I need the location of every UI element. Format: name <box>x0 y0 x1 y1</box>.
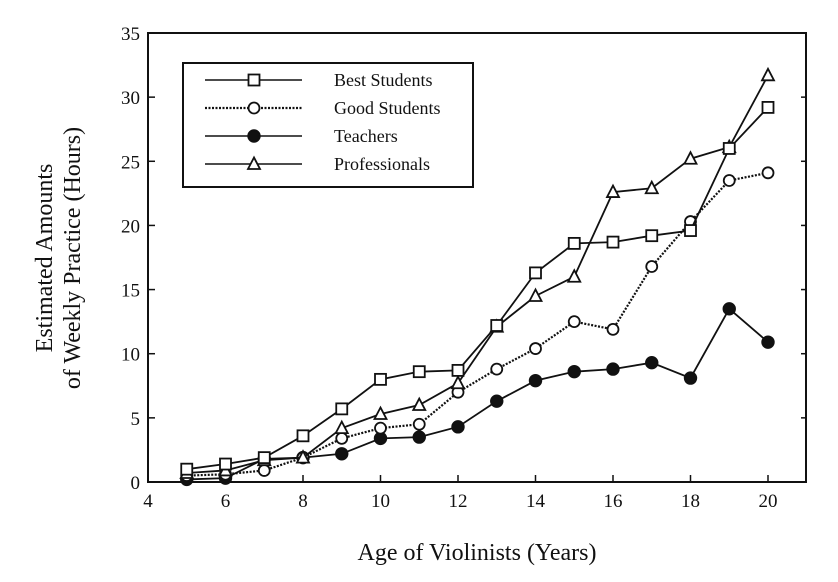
legend-marker-square-icon <box>247 73 261 87</box>
data-point-good-students <box>529 342 542 355</box>
data-point-best-students <box>335 402 349 416</box>
data-point-good-students <box>761 166 775 180</box>
data-point-professionals <box>683 150 698 165</box>
data-point-good-students <box>335 431 349 445</box>
data-point-good-students <box>257 464 271 477</box>
legend-label: Professionals <box>334 154 430 174</box>
series-line-good-students <box>186 171 769 477</box>
data-point-best-students <box>606 235 620 249</box>
data-point-professionals <box>373 405 388 420</box>
data-point-teachers <box>606 362 620 376</box>
data-point-professionals <box>528 287 543 302</box>
x-tick-label: 14 <box>526 491 546 512</box>
data-point-best-students <box>451 363 465 377</box>
data-point-teachers <box>412 430 426 444</box>
x-tick-label: 12 <box>449 491 468 512</box>
data-point-professionals <box>334 419 350 435</box>
data-point-professionals <box>760 66 776 82</box>
y-tick-label: 5 <box>131 409 141 430</box>
x-tick-label: 4 <box>143 491 153 512</box>
data-point-professionals <box>644 179 660 195</box>
legend-label: Teachers <box>334 126 398 146</box>
legend-label: Best Students <box>334 70 433 90</box>
legend-marker-filled-circle-icon <box>247 129 261 143</box>
y-tick-label: 25 <box>121 152 140 173</box>
data-point-best-students <box>761 101 775 114</box>
data-point-best-students <box>722 142 736 155</box>
data-point-teachers <box>645 355 659 370</box>
plot-frame <box>147 32 807 483</box>
data-point-best-students <box>219 457 232 471</box>
data-point-teachers <box>567 364 581 379</box>
data-point-teachers <box>528 373 543 388</box>
legend-item-teachers: Teachers <box>205 126 398 146</box>
data-point-good-students <box>374 421 387 435</box>
data-point-best-students <box>296 429 310 443</box>
legend-marker-circle-icon <box>247 101 261 115</box>
data-point-teachers <box>683 371 698 385</box>
series-line-teachers <box>186 307 769 481</box>
data-point-best-students <box>684 224 697 237</box>
data-point-teachers <box>761 335 775 349</box>
y-axis-label-line-2: of Weekly Practice (Hours) <box>60 127 86 389</box>
data-point-good-students <box>645 260 659 273</box>
series-good-students <box>180 166 775 482</box>
data-point-professionals <box>605 183 621 198</box>
data-point-professionals <box>295 449 311 464</box>
data-point-best-students <box>645 229 659 243</box>
y-tick-label: 15 <box>121 281 140 302</box>
series-line-professionals <box>186 74 769 474</box>
data-point-professionals <box>411 396 427 411</box>
data-point-best-students <box>529 266 542 280</box>
x-tick-label: 16 <box>604 491 623 512</box>
legend-label: Good Students <box>334 98 441 118</box>
data-point-good-students <box>722 174 736 187</box>
data-point-teachers <box>490 394 504 408</box>
legend: Best Students Good Students Teachers Profes… <box>182 62 474 188</box>
x-tick-label: 8 <box>298 491 308 512</box>
y-axis-label-line-1: Estimated Amounts <box>32 164 58 353</box>
legend-item-good-students: Good Students <box>205 98 441 118</box>
series-best-students <box>180 101 775 476</box>
data-point-best-students <box>257 451 271 465</box>
legend-item-professionals: Professionals <box>205 154 430 174</box>
x-axis-label: Age of Violinists (Years) <box>357 540 596 566</box>
x-tick-label: 20 <box>759 491 778 512</box>
data-point-best-students <box>374 372 387 386</box>
data-point-best-students <box>180 462 194 476</box>
data-point-best-students <box>412 365 426 379</box>
y-tick-label: 10 <box>121 345 140 366</box>
data-point-good-students <box>412 417 426 431</box>
y-tick-label: 30 <box>121 88 140 109</box>
legend-marker-triangle-icon <box>246 155 262 170</box>
data-point-good-students <box>567 315 581 329</box>
series-line-best-students <box>186 106 769 471</box>
data-point-professionals <box>566 268 582 283</box>
y-tick-label: 0 <box>131 473 141 494</box>
y-tick-label: 20 <box>121 216 140 237</box>
data-point-professionals <box>450 374 466 390</box>
data-point-best-students <box>490 319 504 332</box>
y-tick-label: 35 <box>121 24 140 45</box>
data-point-teachers <box>335 447 349 461</box>
data-point-good-students <box>606 322 620 336</box>
x-tick-label: 18 <box>681 491 700 512</box>
data-point-teachers <box>451 420 465 434</box>
x-tick-label: 6 <box>221 491 231 512</box>
legend-item-best-students: Best Students <box>205 70 433 90</box>
data-point-best-students <box>567 236 581 250</box>
data-point-good-students <box>490 362 504 376</box>
data-point-teachers <box>722 302 736 316</box>
x-tick-label: 10 <box>371 491 390 512</box>
